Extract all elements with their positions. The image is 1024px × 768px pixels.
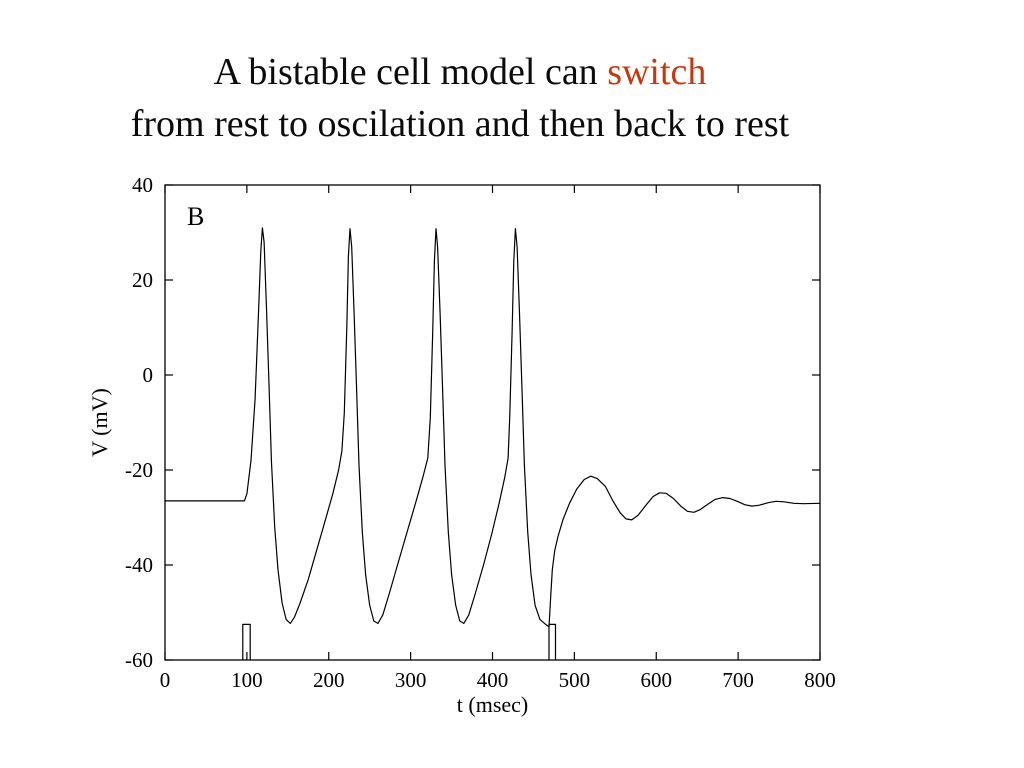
y-axis-tick-label: -60 [125, 648, 153, 672]
x-axis-tick-label: 400 [477, 668, 509, 692]
y-axis-tick-label: 0 [143, 363, 154, 387]
y-axis-tick-label: 20 [132, 268, 153, 292]
x-axis-tick-label: 0 [160, 668, 171, 692]
title-text-accent: switch [607, 51, 707, 93]
y-axis-tick-label: 40 [132, 173, 153, 197]
x-axis-tick-label: 600 [641, 668, 673, 692]
title-line-1: A bistable cell model can switch [0, 46, 920, 98]
stimulus-pulse-1 [242, 623, 251, 660]
membrane-voltage [165, 227, 821, 628]
panel-label: B [187, 202, 204, 231]
x-axis-label: t (msec) [457, 692, 528, 717]
x-axis-tick-label: 800 [804, 668, 836, 692]
title-line-2: from rest to oscilation and then back to… [130, 103, 790, 146]
slide-title: A bistable cell model can switch from re… [0, 46, 920, 151]
x-axis-tick-label: 100 [231, 668, 263, 692]
title-text-black: A bistable cell model can [213, 51, 608, 93]
stimulus-pulse-2 [548, 623, 557, 660]
y-axis-label: V (mV) [87, 388, 112, 457]
x-axis-tick-label: 700 [722, 668, 754, 692]
y-axis-tick-label: -20 [125, 458, 153, 482]
y-axis-tick-label: -40 [125, 553, 153, 577]
plot-border [164, 184, 821, 661]
x-axis-tick-label: 200 [313, 668, 345, 692]
x-axis-tick-label: 500 [559, 668, 591, 692]
x-axis-tick-label: 300 [395, 668, 427, 692]
